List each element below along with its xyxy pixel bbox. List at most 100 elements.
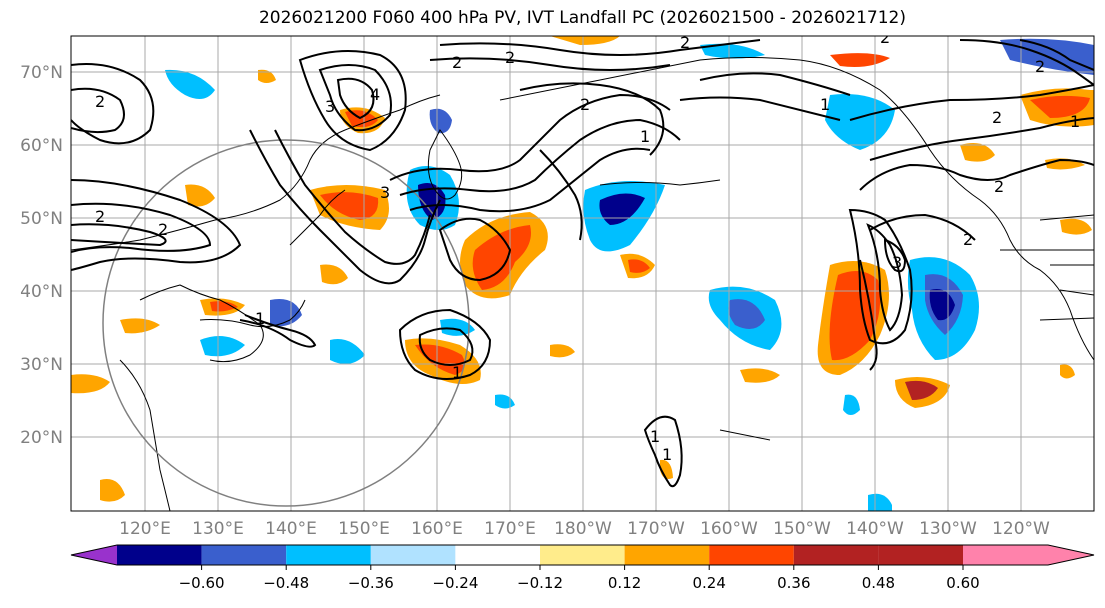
lon-label: 160°E: [411, 519, 463, 539]
colorbar-tick-label: −0.48: [263, 574, 309, 592]
contour-label: 1: [662, 445, 672, 464]
neg-region: [330, 339, 365, 364]
colorbar-swatch: [878, 545, 963, 565]
map-panel: 2 2 3 4 2 3 2 2 2 2 1 2 2 1 1 1 2 3 2 2 …: [71, 28, 1094, 511]
neg-region: [825, 94, 895, 150]
contour-label: 2: [95, 207, 105, 226]
lon-label: 120°W: [992, 519, 1050, 539]
pos-region: [185, 184, 215, 207]
colorbar-swatch: [117, 545, 202, 565]
pos-region: [740, 368, 780, 383]
colorbar-extend-high: [963, 545, 1094, 565]
neg-region: [440, 318, 475, 336]
colorbar-swatch: [624, 545, 710, 565]
graticule: [71, 36, 1094, 511]
contour-label: 3: [380, 183, 390, 202]
pos-region: [960, 142, 995, 162]
contour-label: 2: [505, 48, 515, 67]
contour-label: 1: [640, 127, 650, 146]
pos-region: [550, 344, 575, 358]
latitude-labels: 70°N 60°N 50°N 40°N 30°N 20°N: [20, 63, 63, 448]
lon-label: 130°E: [192, 519, 244, 539]
contour-label: 2: [880, 28, 890, 47]
colorbar-tick-label: −0.60: [179, 574, 225, 592]
contour-label: 2: [452, 53, 462, 72]
contour-label: 2: [680, 33, 690, 52]
pos-region: [320, 264, 348, 285]
neg-region: [270, 299, 302, 327]
pos-region: [1060, 218, 1092, 235]
colorbar-swatch: [201, 545, 287, 565]
neg-region: [868, 493, 892, 511]
lon-label: 170°E: [484, 519, 536, 539]
lat-label: 70°N: [20, 63, 63, 83]
lat-label: 20°N: [20, 428, 63, 448]
colorbar-tick-label: −0.12: [517, 574, 563, 592]
contour-label: 2: [158, 220, 168, 239]
neg-core: [728, 299, 765, 329]
contour-label: 2: [580, 95, 590, 114]
lat-label: 60°N: [20, 136, 63, 156]
contour-label: 2: [994, 177, 1004, 196]
pos-region: [100, 479, 125, 502]
lon-label: 170°W: [627, 519, 685, 539]
colorbar-extend-low: [71, 545, 117, 565]
pos-core: [472, 225, 531, 290]
contour-label: 4: [370, 85, 380, 104]
contour-label: 2: [95, 92, 105, 111]
pv-contours: [71, 39, 1094, 488]
lon-label: 150°E: [338, 519, 390, 539]
colorbar-tick-label: 0.12: [608, 574, 641, 592]
colorbar-tick-label: −0.36: [348, 574, 394, 592]
contour-labels: 2 2 3 4 2 3 2 2 2 2 1 2 2 1 1 1 2 3 2 2 …: [95, 28, 1080, 464]
coastlines: [71, 57, 1094, 511]
colorbar-swatch: [286, 545, 371, 565]
contour-label: 1: [255, 309, 265, 328]
lon-label: 140°W: [846, 519, 904, 539]
lon-label: 140°E: [265, 519, 317, 539]
lat-label: 40°N: [20, 282, 63, 302]
contour-label: 1: [452, 363, 462, 382]
pos-region: [550, 36, 620, 45]
map-title: 2026021200 F060 400 hPa PV, IVT Landfall…: [258, 8, 906, 28]
pos-core: [1030, 95, 1090, 118]
colorbar-tick-label: 0.36: [777, 574, 810, 592]
lon-label: 130°W: [919, 519, 977, 539]
contour-label: 2: [963, 230, 973, 249]
colorbar-tick-label: −0.24: [432, 574, 478, 592]
contour-label: 3: [325, 97, 335, 116]
colorbar-tick-label: 0.48: [862, 574, 895, 592]
contour-label: 1: [650, 427, 660, 446]
colorbar-swatch: [709, 545, 794, 565]
contour-label: 1: [1070, 112, 1080, 131]
neg-region: [429, 108, 452, 134]
contour-label: 3: [892, 253, 902, 272]
lat-label: 50°N: [20, 209, 63, 229]
colorbar-swatch: [793, 545, 879, 565]
neg-region: [700, 43, 765, 59]
neg-core: [418, 182, 446, 220]
pos-region: [258, 69, 276, 83]
colorbar-swatch: [455, 545, 540, 565]
colorbar-tick-label: 0.24: [692, 574, 725, 592]
contour-label: 2: [992, 108, 1002, 127]
pos-core: [415, 344, 465, 375]
colorbar-swatch: [540, 545, 625, 565]
distance-circle: [102, 139, 470, 507]
pos-region: [1060, 364, 1075, 379]
lon-label: 180°W: [554, 519, 612, 539]
colorbar: −0.60 −0.48 −0.36 −0.24 −0.12 0.12 0.24 …: [70, 544, 1095, 592]
map-frame: [70, 35, 1095, 512]
lon-label: 160°W: [700, 519, 758, 539]
colorbar-outline: [70, 544, 1095, 566]
colorbar-ticks: [201, 565, 964, 570]
pos-region: [120, 318, 160, 334]
colorbar-tick-label: 0.60: [946, 574, 979, 592]
lon-label: 120°E: [119, 519, 171, 539]
colorbar-swatch: [370, 545, 456, 565]
contour-label: 2: [1035, 57, 1045, 76]
pos-core: [210, 301, 238, 312]
pos-core: [905, 380, 938, 400]
